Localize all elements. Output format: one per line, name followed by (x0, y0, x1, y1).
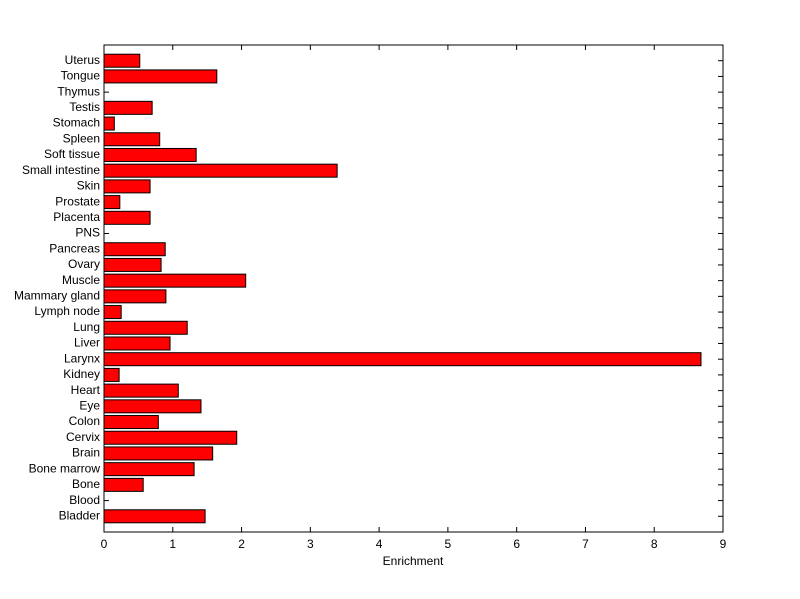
y-tick-label: Bladder (59, 508, 100, 522)
y-tick-label: Bone (72, 477, 100, 491)
y-tick-label: Kidney (63, 367, 100, 381)
bar (103, 242, 166, 257)
x-tick-label: 7 (582, 537, 589, 551)
y-tick-label: Muscle (62, 273, 100, 287)
x-tick-label: 4 (376, 537, 383, 551)
bar (103, 367, 120, 382)
y-tick-label: Lymph node (34, 304, 100, 318)
y-tick-label: Ovary (68, 257, 100, 271)
bar (103, 462, 195, 477)
bar (103, 336, 171, 351)
bar (103, 132, 161, 147)
bar (103, 147, 197, 162)
bar (103, 477, 144, 492)
bar (103, 116, 115, 131)
x-tick-label: 2 (238, 537, 245, 551)
y-tick-label: Brain (72, 446, 100, 460)
y-tick-label: Small intestine (22, 163, 100, 177)
y-tick-label: Liver (74, 336, 100, 350)
bar (103, 163, 338, 178)
x-tick-label: 8 (651, 537, 658, 551)
y-tick-label: Bone marrow (29, 461, 101, 475)
y-tick-label: Pancreas (49, 241, 100, 255)
y-tick-label: Soft tissue (44, 147, 100, 161)
y-tick-label: Stomach (53, 116, 100, 130)
bar (103, 69, 218, 84)
bar (103, 53, 141, 68)
bar (103, 179, 151, 194)
y-tick-label: Lung (73, 320, 100, 334)
y-tick-label: Thymus (57, 84, 100, 98)
y-tick-label: Colon (69, 414, 100, 428)
y-tick-label: Tongue (61, 69, 101, 83)
y-tick-label: Skin (77, 179, 100, 193)
bar (103, 399, 202, 414)
y-tick-label: Eye (79, 398, 100, 412)
y-tick-label: Heart (71, 383, 101, 397)
y-tick-label: Prostate (55, 194, 100, 208)
bar (103, 195, 121, 210)
y-tick-label: Larynx (64, 351, 100, 365)
bar (103, 383, 179, 398)
x-tick-label: 1 (169, 537, 176, 551)
x-tick-label: 0 (101, 537, 108, 551)
x-tick-label: 9 (720, 537, 727, 551)
bar (103, 289, 167, 304)
bar (103, 320, 188, 335)
bar (103, 352, 702, 367)
y-tick-label: Cervix (66, 430, 100, 444)
bar (103, 430, 238, 445)
bar (103, 100, 153, 115)
x-tick-label: 5 (445, 537, 452, 551)
bar (103, 273, 247, 288)
x-tick-label: 6 (513, 537, 520, 551)
bar (103, 509, 206, 524)
y-tick-label: PNS (75, 226, 100, 240)
y-tick-label: Blood (69, 493, 100, 507)
y-tick-label: Uterus (65, 53, 100, 67)
bar (103, 257, 162, 272)
plot-frame (103, 44, 724, 533)
bar (103, 210, 151, 225)
y-tick-label: Mammary gland (14, 289, 100, 303)
y-tick-label: Spleen (63, 131, 100, 145)
x-tick-label: 3 (307, 537, 314, 551)
y-tick-label: Testis (69, 100, 100, 114)
y-tick-label: Placenta (53, 210, 100, 224)
bar (103, 305, 122, 320)
x-axis-label: Enrichment (383, 554, 444, 568)
bar (103, 415, 159, 430)
bar (103, 446, 214, 461)
